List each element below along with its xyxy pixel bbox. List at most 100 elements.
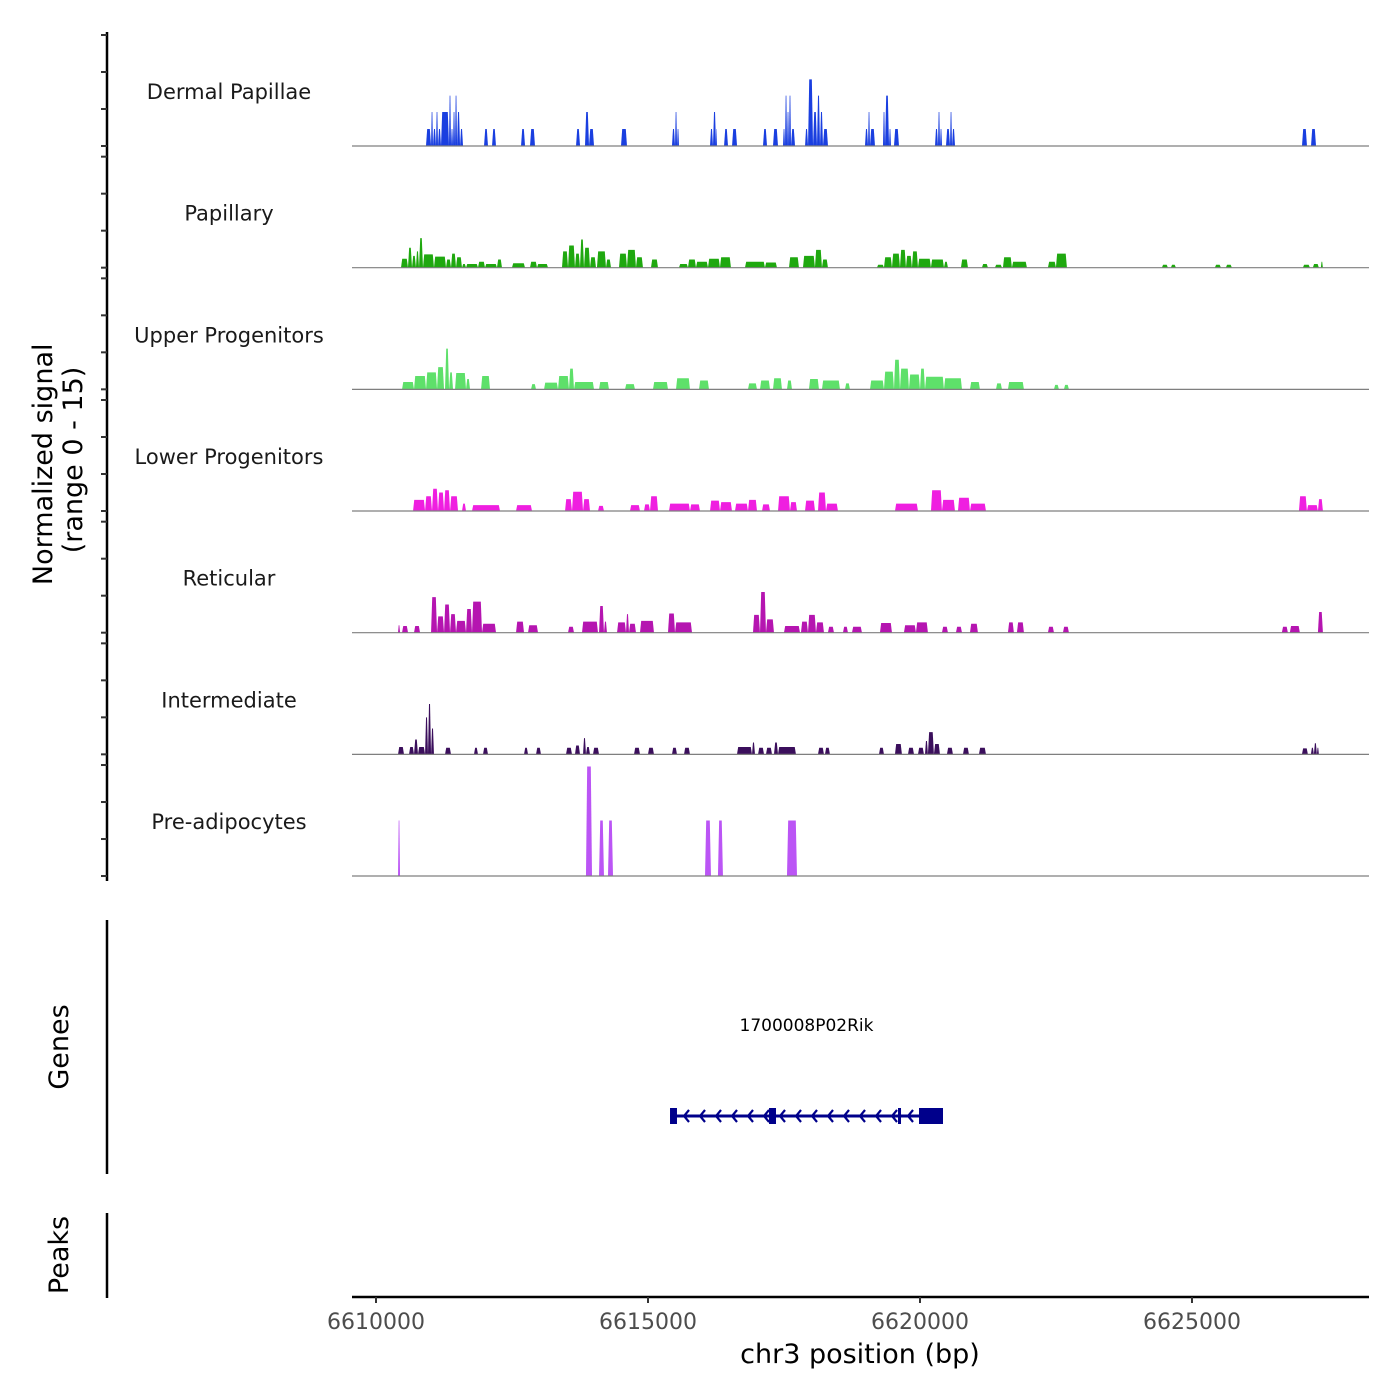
signal-peak	[876, 264, 884, 268]
signal-peak	[561, 251, 569, 268]
signal-peak	[466, 609, 473, 633]
signal-peak	[945, 128, 951, 146]
signal-peak	[786, 380, 792, 390]
signal-peak	[461, 503, 467, 512]
signal-peak	[1311, 128, 1317, 146]
signal-peak	[579, 239, 585, 268]
signal-peak	[1214, 264, 1221, 268]
signal-peak	[650, 259, 658, 268]
signal-peak	[438, 128, 441, 146]
signal-peak	[1301, 748, 1308, 755]
signal-peak	[927, 732, 934, 755]
signal-peak	[842, 626, 848, 633]
signal-peak	[1002, 257, 1012, 268]
signal-peak	[536, 747, 541, 755]
signal-peak	[431, 597, 438, 633]
gene-track: 1700008P02Rik	[670, 1016, 943, 1124]
signal-peak	[626, 249, 636, 268]
signal-peak	[431, 111, 434, 146]
signal-peak	[605, 259, 611, 268]
signal-peak	[791, 128, 796, 146]
strand-arrow-icon	[746, 1109, 754, 1123]
signal-peak	[719, 257, 731, 268]
signal-peak	[969, 623, 978, 633]
signal-peak	[825, 503, 838, 512]
signal-peak	[955, 626, 962, 633]
signal-peak	[652, 381, 669, 390]
signal-peak	[635, 257, 643, 268]
signal-peak	[426, 372, 438, 390]
signal-peak	[675, 111, 678, 146]
signal-peak	[435, 111, 439, 146]
signal-peak	[450, 496, 459, 512]
signal-peak	[720, 502, 732, 512]
signal-peak	[995, 383, 1002, 390]
signal-peak	[899, 249, 906, 268]
signal-peak	[911, 251, 918, 268]
signal-peak	[883, 257, 892, 268]
signal-peak	[599, 606, 604, 633]
signal-peak	[639, 620, 654, 633]
signal-peak	[597, 505, 604, 512]
signal-peak	[827, 626, 834, 633]
signal-peak	[450, 614, 457, 633]
signal-peak	[675, 622, 692, 633]
signal-tracks: Dermal Papillae Papillary Upper Progenitor…	[134, 79, 1369, 877]
signal-peak	[962, 747, 969, 755]
signal-peak	[699, 380, 709, 390]
signal-peak	[676, 378, 690, 390]
signal-peak	[407, 247, 413, 268]
signal-peak	[584, 247, 590, 268]
signal-peak	[744, 261, 765, 268]
signal-peak	[398, 820, 401, 877]
strand-arrow-icon	[682, 1109, 690, 1123]
signal-peak	[894, 503, 918, 512]
signal-peak	[773, 742, 779, 755]
signal-peak	[941, 626, 948, 633]
signal-peak	[1007, 622, 1014, 633]
signal-peak	[736, 746, 753, 755]
signal-peak	[589, 257, 596, 268]
track-label: Intermediate	[161, 688, 297, 712]
signal-peak	[529, 261, 538, 268]
signal-peak	[684, 747, 690, 755]
track-lower-progenitors: Lower Progenitors	[135, 445, 1369, 512]
signal-peak	[724, 128, 729, 146]
signal-peak	[625, 384, 635, 390]
signal-peak	[815, 622, 824, 633]
signal-peak	[445, 747, 452, 755]
strand-arrow-icon	[858, 1109, 866, 1123]
signal-peak	[409, 746, 415, 755]
signal-peak	[1302, 264, 1310, 268]
signal-peak	[1313, 743, 1317, 755]
signal-peak	[917, 258, 931, 268]
signal-peak	[915, 622, 928, 633]
signal-peak	[814, 249, 822, 268]
track-reticular: Reticular	[183, 567, 1369, 634]
signal-peak	[1225, 264, 1232, 268]
signal-peak	[869, 128, 875, 146]
signal-peak	[582, 621, 598, 633]
signal-peak	[1011, 261, 1027, 268]
signal-peak	[789, 502, 797, 512]
strand-arrow-icon	[810, 1109, 818, 1123]
track-pre-adipocytes: Pre-adipocytes	[151, 766, 1369, 877]
signal-peak	[1312, 263, 1319, 268]
track-label: Pre-adipocytes	[151, 810, 306, 834]
signal-peak	[946, 747, 953, 755]
gene-exon	[898, 1108, 902, 1124]
signal-peak	[558, 376, 569, 390]
signal-peak	[978, 747, 986, 755]
signal-peak	[969, 503, 986, 512]
signal-peak	[433, 256, 447, 268]
signal-peak	[511, 263, 525, 268]
signal-peak	[455, 95, 458, 146]
signal-axis-ticks	[101, 34, 107, 878]
signal-peak	[957, 497, 970, 512]
gene-1700008p02rik: 1700008P02Rik	[670, 1016, 943, 1124]
signal-peak	[574, 381, 595, 390]
x-tick-label: 6625000	[1143, 1310, 1241, 1335]
signal-peak	[787, 111, 789, 146]
signal-peak	[759, 380, 771, 390]
strand-arrow-icon	[890, 1109, 898, 1123]
